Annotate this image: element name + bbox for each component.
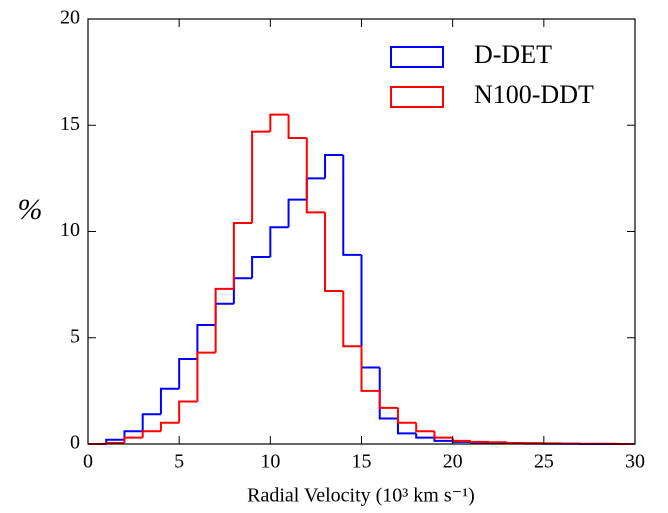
legend-swatch <box>390 86 444 108</box>
histogram-step <box>287 198 307 228</box>
histogram-step <box>141 413 161 432</box>
histogram-step <box>378 390 398 409</box>
histogram-step <box>178 400 198 423</box>
histogram-step <box>415 422 435 433</box>
plot-frame <box>87 18 636 445</box>
histogram-step <box>433 431 453 439</box>
histogram-step <box>141 430 161 438</box>
histogram-step <box>232 222 253 289</box>
histogram-step <box>251 256 271 279</box>
histogram-step <box>433 437 453 442</box>
histogram-step <box>214 287 234 353</box>
x-tick-label: 15 <box>352 451 372 473</box>
histogram-step <box>159 421 180 432</box>
y-tick-label: 15 <box>60 113 80 135</box>
histogram-step <box>360 254 380 369</box>
y-axis-label: % <box>18 193 43 226</box>
histogram-step <box>214 302 234 325</box>
histogram-step <box>396 418 417 435</box>
x-tick-label: 20 <box>443 451 463 473</box>
histogram-step <box>378 367 398 420</box>
histogram-step <box>415 433 435 439</box>
histogram-step <box>232 277 253 304</box>
y-tick-label: 10 <box>60 219 80 241</box>
x-tick-label: 10 <box>260 451 280 473</box>
histogram-step <box>360 346 380 392</box>
histogram-step <box>123 436 143 443</box>
y-tick-label: 5 <box>70 325 80 347</box>
histogram-step <box>305 177 326 200</box>
histogram-step <box>506 441 526 444</box>
legend-label: N100-DDT <box>474 80 594 109</box>
x-tick-label: 0 <box>83 451 93 473</box>
x-tick-label: 25 <box>534 451 554 473</box>
x-tick-label: 30 <box>625 451 645 473</box>
legend-swatch <box>390 46 444 68</box>
histogram-step <box>451 437 471 442</box>
histogram-step <box>251 130 271 223</box>
histogram-step <box>342 155 362 256</box>
y-tick-label: 20 <box>60 7 80 29</box>
legend-label: D-DET <box>474 40 552 69</box>
histogram-step <box>342 291 362 348</box>
histogram-step <box>159 387 180 415</box>
histogram-step <box>196 351 216 402</box>
histogram-step <box>269 113 289 132</box>
y-tick-label: 0 <box>70 432 80 454</box>
histogram-step <box>469 440 490 443</box>
histogram-step <box>287 114 307 139</box>
x-tick-label: 5 <box>174 451 184 473</box>
histogram-step <box>324 154 344 179</box>
histogram-step <box>178 358 198 389</box>
histogram-step <box>269 226 289 257</box>
x-axis-label: Radial Velocity (10³ km s⁻¹) <box>247 485 475 507</box>
histogram-step <box>305 138 326 214</box>
histogram-step <box>324 212 344 292</box>
histogram-step <box>196 324 216 359</box>
histogram-step <box>396 407 417 424</box>
